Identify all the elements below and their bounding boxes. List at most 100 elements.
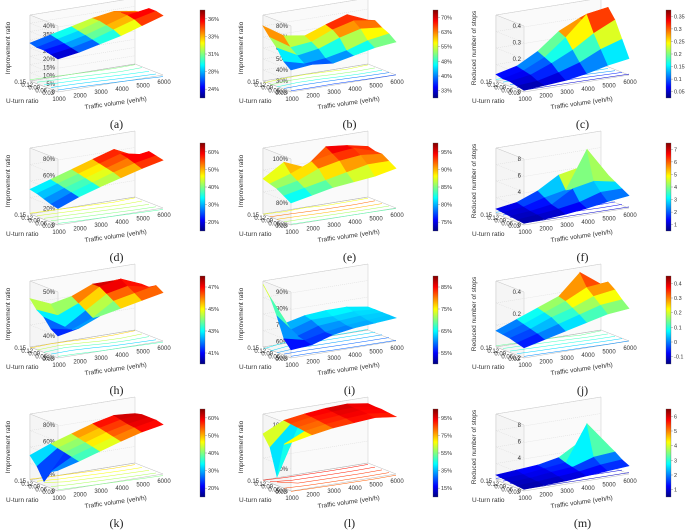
x-axis-label: Traffic volume (veh/h) — [84, 229, 147, 245]
y-tick-label: 0.15 — [14, 213, 26, 219]
x-tick-label: 4000 — [348, 220, 362, 226]
colorbar-tick-label: 5 — [674, 172, 677, 178]
surface-plot: 20%30%40%50%60%70%80%1000200030004000500… — [238, 0, 452, 111]
x-tick-label: 2000 — [539, 94, 553, 100]
contour-line — [269, 466, 376, 483]
colorbar — [199, 142, 206, 232]
z-tick-label: 40% — [276, 68, 289, 74]
x-tick-label: 3000 — [94, 356, 108, 362]
colorbar-tick-label: 55% — [441, 45, 452, 51]
chart-panel: 70% 80% 90% 100% 1000 2000 3000 4000 5000 6000 0.0… — [233, 130, 466, 266]
y-tick-label: 0.15 — [247, 346, 259, 352]
surface-plot: 0 20% 40% 60% 80% 1000 2000 3000 4000 5000 6000 0.0… — [5, 396, 219, 510]
z-tick-label: 80% — [43, 157, 56, 163]
chart-panel: 0 2 4 6 8 1000 2000 3000 4000 5000 6000 0.030.060.0… — [466, 396, 699, 532]
surface-plot: 35% 40% 45% 50% 1000 2000 3000 4000 5000 6000 0.03… — [5, 263, 219, 377]
contour-line — [50, 73, 157, 88]
y-axis-label: U-turn ratio — [6, 231, 39, 238]
z-tick-label: 8 — [518, 423, 522, 429]
z-axis-label: Reduced number of stops — [471, 409, 478, 484]
contour-line — [57, 341, 164, 357]
colorbar-tick-label: 0.1 — [674, 325, 682, 331]
colorbar-tick-label: 3 — [674, 198, 677, 204]
x-tick-label: 4000 — [348, 486, 362, 492]
z-tick-label: 0 — [52, 90, 56, 96]
y-axis-label: U-turn ratio — [239, 497, 272, 504]
colorbar-tick-label: 35% — [441, 469, 452, 475]
surface-plot: 0 0.1 0.2 0.3 0.4 1000 2000 3000 4000 5000 6000 0.0… — [471, 0, 685, 111]
colorbar-tick-label: 60% — [208, 416, 219, 422]
chart-panel: 0 20% 40% 60% 80% 1000 2000 3000 4000 5000 6000 0.0… — [0, 130, 233, 266]
contour-line — [283, 472, 390, 489]
contour-line — [276, 203, 383, 220]
colorbar-tick-label: 33% — [441, 89, 452, 95]
x-tick-label: 2000 — [306, 360, 320, 366]
colorbar-tick-label: 0.25 — [674, 39, 685, 45]
contour-line — [283, 337, 390, 355]
colorbar-tick-label: 40% — [208, 451, 219, 457]
x-tick-label: 2000 — [73, 360, 87, 366]
contour-line — [29, 330, 136, 349]
colorbar-tick-label: 0.1 — [674, 77, 682, 83]
contour-line — [36, 333, 143, 351]
panel-caption: (h) — [109, 383, 124, 397]
contour-line — [276, 69, 383, 88]
x-tick-label: 6000 — [623, 213, 637, 219]
y-axis-label: U-turn ratio — [239, 98, 272, 105]
y-tick-label: 0.15 — [247, 80, 259, 86]
z-axis-label: Improvement ratio — [5, 154, 12, 207]
chart-panel: 0 0.1 0.2 0.3 0.4 1000 2000 3000 4000 5000 6000 0.0… — [466, 0, 699, 133]
colorbar-tick-label: 45% — [208, 307, 219, 313]
y-tick-label: 0.12 — [21, 482, 33, 488]
x-tick-label: 4000 — [115, 220, 129, 226]
contour-line — [290, 340, 397, 357]
colorbar-tick-label: -0.1 — [674, 355, 683, 361]
y-tick-label: 0.09 — [261, 485, 273, 491]
z-tick-label: 0.3 — [513, 41, 522, 47]
x-tick-label: 4000 — [115, 353, 129, 359]
surface-patch — [367, 160, 397, 177]
colorbar-tick-label: 33% — [208, 34, 219, 40]
contour-line — [29, 197, 136, 214]
x-tick-label: 2000 — [73, 227, 87, 233]
colorbar-tick-label: 85% — [441, 285, 452, 291]
y-tick-label: 0.09 — [261, 352, 273, 358]
y-tick-label: 0.15 — [247, 213, 259, 219]
z-tick-label: 8 — [518, 157, 522, 163]
x-tick-label: 5000 — [369, 349, 383, 355]
y-tick-label: 0.06 — [268, 487, 280, 493]
y-axis-label: U-turn ratio — [472, 497, 505, 504]
colorbar-tick-label: 0.2 — [674, 52, 682, 58]
y-tick-label: 0.09 — [494, 86, 506, 92]
colorbar-tick-label: 40% — [441, 74, 452, 80]
x-tick-label: 2000 — [306, 94, 320, 100]
z-tick-label: 0.2 — [513, 312, 522, 318]
x-tick-label: 5000 — [602, 216, 616, 222]
y-tick-label: 0.12 — [254, 482, 266, 488]
colorbar-tick-label: 55% — [441, 451, 452, 457]
contour-line — [57, 76, 164, 91]
z-axis-label: Improvement ratio — [5, 287, 12, 340]
x-tick-label: 4000 — [115, 486, 129, 492]
contour-line — [43, 336, 150, 353]
colorbar-tick-label: 75% — [441, 220, 452, 226]
y-tick-label: 0.15 — [480, 479, 492, 485]
x-tick-label: 3000 — [94, 489, 108, 495]
x-tick-label: 2000 — [539, 360, 553, 366]
x-tick-label: 2000 — [73, 493, 87, 499]
x-tick-label: 1000 — [52, 363, 66, 369]
panel-caption: (k) — [109, 516, 124, 530]
x-tick-label: 4000 — [581, 87, 595, 93]
colorbar-tick-label: 0.05 — [674, 90, 685, 96]
z-tick-label: 0 — [52, 489, 56, 495]
y-tick-label: 0.03 — [42, 91, 54, 97]
colorbar-tick-label: 3 — [674, 458, 677, 464]
colorbar-tick-label: 95% — [441, 150, 452, 156]
z-tick-label: 0 — [518, 90, 522, 96]
z-tick-label: 0.2 — [513, 57, 522, 63]
surface-patch — [600, 38, 630, 66]
z-tick-label: 20% — [276, 90, 289, 96]
z-axis-label: Improvement ratio — [5, 21, 12, 74]
y-tick-label: 0.06 — [268, 88, 280, 94]
z-tick-label: 40% — [43, 24, 56, 30]
